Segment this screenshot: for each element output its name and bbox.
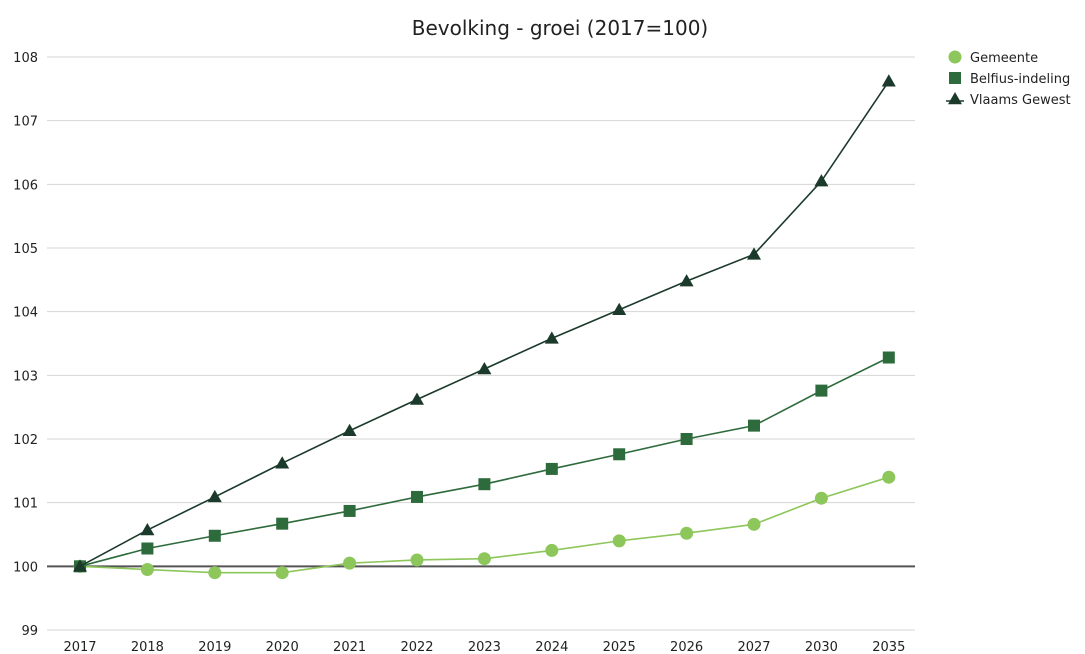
data-point-2030 [814, 174, 829, 187]
data-point-2030 [815, 384, 828, 397]
data-point-2023 [477, 552, 491, 566]
x-tick-label-2022: 2022 [400, 640, 433, 654]
legend-label: Gemeente [970, 51, 1038, 66]
series-belfius-indeling [74, 351, 895, 573]
x-tick-label-2017: 2017 [63, 640, 96, 654]
y-tick-label-102: 102 [13, 433, 38, 448]
data-point-2035 [882, 351, 895, 364]
y-tick-label-107: 107 [13, 115, 38, 130]
series-vlaams-gewest [73, 74, 896, 572]
data-point-2021 [343, 504, 356, 517]
data-point-2025 [613, 448, 626, 461]
legend-item: Vlaams Gewest [946, 92, 1071, 108]
legend: Gemeente Belfius-indeling Vlaams Gewest [946, 50, 1071, 108]
x-tick-label-2024: 2024 [535, 640, 568, 654]
grid-lines [47, 56, 915, 631]
x-tick-label-2021: 2021 [333, 640, 366, 654]
data-point-2024 [545, 462, 558, 475]
y-axis: 99 100 101 102 103 104 105 106 107 108 [13, 51, 38, 639]
data-point-2025 [612, 534, 626, 548]
data-point-2023 [478, 478, 491, 491]
data-point-2027 [747, 517, 761, 531]
y-tick-label-104: 104 [13, 306, 38, 321]
series-lines [73, 74, 896, 580]
data-point-2019 [208, 529, 221, 542]
x-tick-label-2026: 2026 [670, 640, 703, 654]
data-point-2020 [276, 517, 289, 530]
data-point-2017 [73, 559, 87, 572]
x-tick-label-2025: 2025 [603, 640, 636, 654]
data-point-2026 [680, 526, 694, 540]
data-point-2024 [545, 543, 559, 557]
data-point-2026 [680, 433, 693, 445]
data-point-2022 [410, 392, 424, 405]
legend-marker [948, 50, 962, 64]
y-tick-label-99: 99 [21, 624, 38, 639]
x-tick-label-2023: 2023 [468, 640, 501, 654]
legend-marker [949, 72, 961, 84]
data-point-2021 [342, 423, 357, 436]
data-point-2027 [748, 419, 760, 432]
x-axis: 2017 2018 2019 2020 2021 2022 2023 2024 2025 2026… [63, 640, 905, 654]
series-line [79, 80, 890, 568]
y-tick-label-103: 103 [13, 369, 38, 384]
chart-title: Bevolking - groei (2017=100) [412, 16, 708, 40]
data-point-2019 [208, 566, 222, 580]
series-line [79, 356, 890, 568]
data-point-2018 [140, 523, 155, 536]
y-tick-label-105: 105 [13, 242, 38, 257]
data-point-2025 [612, 302, 627, 316]
x-tick-label-2030: 2030 [805, 640, 838, 654]
legend-marker [948, 92, 962, 105]
data-point-2018 [141, 542, 154, 555]
y-tick-label-108: 108 [13, 51, 38, 66]
legend-item: Belfius-indeling [949, 72, 1070, 87]
x-tick-label-2035: 2035 [872, 640, 905, 654]
data-point-2035 [882, 470, 896, 484]
x-tick-label-2020: 2020 [266, 640, 299, 654]
x-tick-label-2018: 2018 [131, 640, 164, 654]
y-tick-label-100: 100 [13, 560, 38, 575]
data-point-2022 [410, 553, 424, 567]
data-point-2030 [814, 491, 828, 505]
data-point-2018 [140, 563, 154, 577]
data-point-2020 [275, 566, 289, 580]
data-point-2035 [881, 74, 896, 87]
data-point-2023 [477, 361, 492, 375]
data-point-2019 [207, 489, 222, 503]
x-tick-label-2027: 2027 [737, 640, 770, 654]
data-point-2027 [747, 247, 761, 260]
y-tick-label-101: 101 [13, 497, 38, 512]
legend-label: Belfius-indeling [970, 72, 1070, 87]
data-point-2026 [679, 274, 694, 287]
data-point-2022 [411, 490, 423, 503]
data-point-2024 [544, 331, 559, 344]
x-tick-label-2019: 2019 [198, 640, 231, 654]
legend-label: Vlaams Gewest [970, 93, 1071, 108]
data-point-2020 [275, 456, 290, 469]
y-tick-label-106: 106 [13, 178, 38, 193]
legend-item: Gemeente [948, 50, 1038, 66]
data-point-2021 [343, 556, 357, 570]
